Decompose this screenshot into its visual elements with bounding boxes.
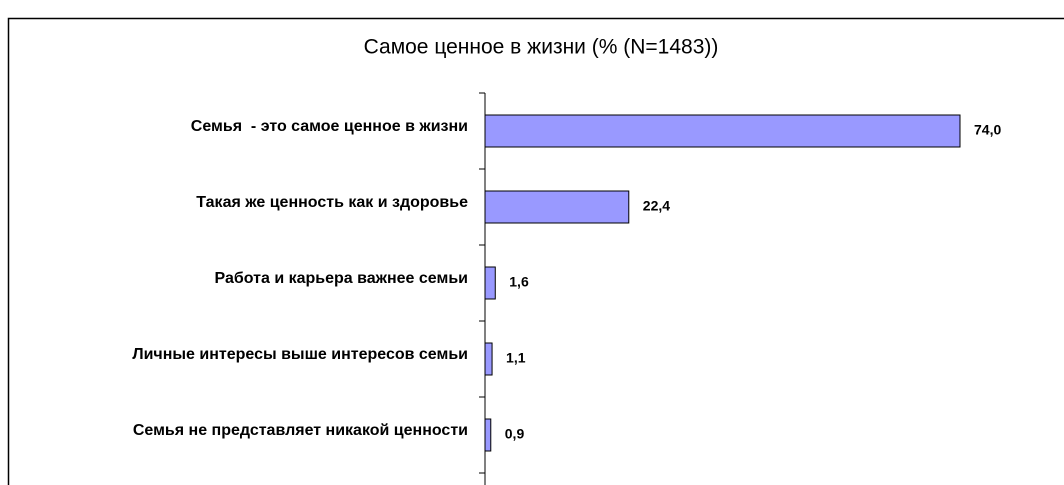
- bar: [484, 342, 493, 376]
- value-label: 22,4: [643, 198, 670, 214]
- bar: [484, 190, 630, 224]
- value-label: 1,1: [506, 350, 526, 366]
- value-label: 0,9: [505, 426, 525, 442]
- bar: [484, 114, 961, 148]
- category-label: Работа и карьера важнее семьи: [215, 270, 468, 287]
- chart-title: Самое ценное в жизни (% (N=1483)): [364, 36, 719, 59]
- bar: [484, 418, 492, 452]
- category-label: Такая же ценность как и здоровье: [196, 194, 468, 211]
- category-label: Личные интересы выше интересов семьи: [132, 346, 468, 363]
- value-label: 1,6: [509, 274, 529, 290]
- bar: [484, 266, 496, 300]
- chart-frame: [7, 17, 1064, 485]
- category-label: Семья - это самое ценное в жизни: [191, 118, 468, 135]
- value-label: 74,0: [974, 122, 1001, 138]
- category-label: Семья не представляет никакой ценности: [133, 422, 468, 439]
